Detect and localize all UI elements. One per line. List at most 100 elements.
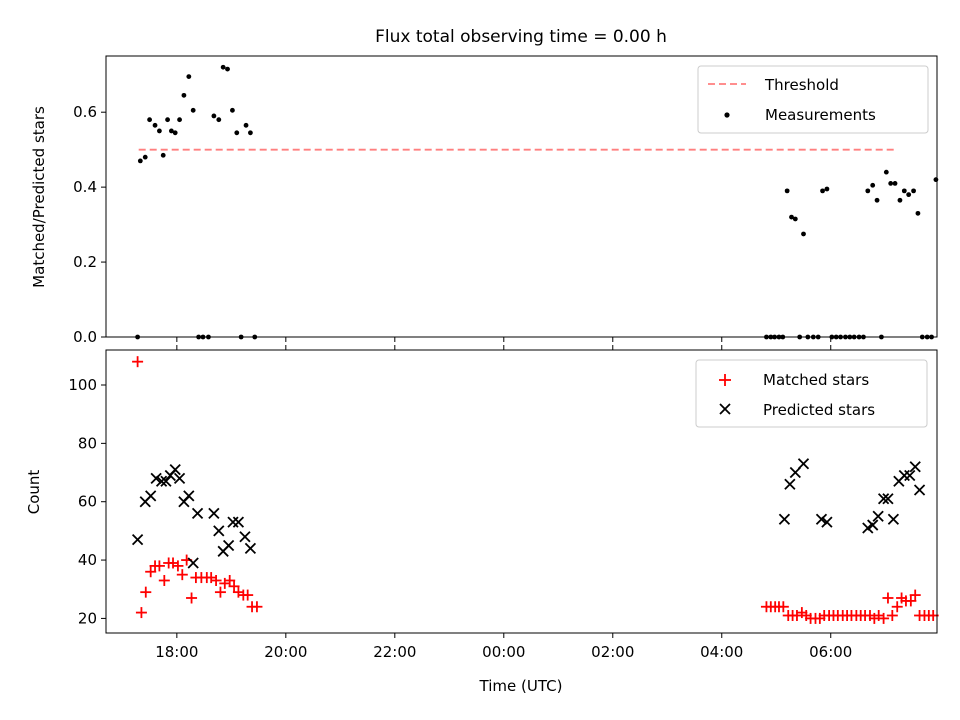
measurement-point <box>165 117 170 123</box>
measurement-point <box>186 74 192 80</box>
measurement-point <box>897 197 903 203</box>
predicted-star-point <box>131 534 144 546</box>
top-y-tick-label: 0.0 <box>73 328 97 346</box>
measurement-point <box>230 107 235 113</box>
predicted-star-point <box>887 513 900 525</box>
matched-star-point <box>228 580 240 592</box>
x-tick-label: 02:00 <box>591 643 634 661</box>
predicted-star-point <box>232 516 245 528</box>
legend-predicted-label: Predicted stars <box>763 401 875 419</box>
x-axis-label: Time (UTC) <box>479 677 563 695</box>
matched-star-point <box>135 607 147 619</box>
top-y-axis-label: Matched/Predicted stars <box>30 106 48 288</box>
x-tick-label: 20:00 <box>264 643 307 661</box>
matched-star-point <box>158 574 170 586</box>
measurement-point <box>190 107 196 113</box>
legend-measurements-label: Measurements <box>765 106 876 124</box>
top-y-tick-label: 0.6 <box>73 103 97 121</box>
measurement-point <box>142 154 148 160</box>
x-tick-label: 04:00 <box>700 643 743 661</box>
measurement-point <box>874 197 880 203</box>
matched-star-point <box>132 356 144 368</box>
legend-threshold-label: Threshold <box>764 76 839 94</box>
measurement-point <box>933 177 939 183</box>
legend-matched-label: Matched stars <box>763 371 869 389</box>
measurement-point <box>824 186 830 192</box>
predicted-star-point <box>160 475 172 487</box>
ratio-panel: 0.0 0.2 0.4 0.6 Matched/Predicted stars Thr… <box>30 55 939 346</box>
x-tick-label: 00:00 <box>482 643 525 661</box>
measurement-point <box>906 192 912 198</box>
bottom-legend: Matched stars Predicted stars <box>695 359 928 428</box>
ratio-panel-frame <box>105 55 938 338</box>
predicted-star-point <box>155 475 168 487</box>
measurement-point <box>211 113 217 119</box>
legend-predicted-swatch <box>719 403 731 415</box>
measurement-point <box>248 130 253 136</box>
matched-star-point <box>882 592 894 604</box>
predicted-star-point <box>797 458 810 470</box>
measurement-point <box>865 188 871 194</box>
matched-star-point <box>176 569 188 581</box>
measurement-point <box>168 128 174 134</box>
predicted-star-point <box>213 525 225 537</box>
measurement-point <box>784 188 790 194</box>
measurement-point <box>234 130 240 136</box>
top-legend: Threshold Measurements <box>697 65 929 134</box>
count-panel-frame <box>105 349 938 634</box>
measurement-point <box>172 130 178 136</box>
predicted-star-point <box>239 531 251 543</box>
measurement-point <box>789 214 794 220</box>
bottom-y-tick-label: 100 <box>68 376 97 394</box>
predicted-star-point <box>244 542 257 555</box>
predicted-star-point <box>872 510 884 522</box>
predicted-star-point <box>913 484 926 496</box>
predicted-star-point <box>173 472 186 485</box>
matched-star-point <box>153 560 165 572</box>
predicted-star-point <box>208 507 220 520</box>
measurement-point <box>160 152 166 158</box>
bottom-y-tick-label: 80 <box>78 434 97 452</box>
matched-star-point <box>145 566 157 578</box>
legend-matched-swatch <box>719 374 731 386</box>
measurement-point <box>883 169 889 175</box>
measurement-point <box>157 128 162 134</box>
predicted-star-point <box>789 466 801 479</box>
measurement-point <box>892 180 898 186</box>
measurement-point <box>911 188 916 194</box>
matched-star-point <box>909 589 921 601</box>
measurement-point <box>792 216 798 222</box>
predicted-star-point <box>169 463 181 476</box>
matched-star-point <box>186 592 198 604</box>
matched-star-point <box>224 574 236 586</box>
predicted-star-point <box>222 539 235 552</box>
matched-star-point <box>905 595 917 607</box>
measurement-point <box>177 117 182 123</box>
measurement-point <box>870 182 876 188</box>
x-tick-label: 22:00 <box>373 643 416 661</box>
measurement-point <box>888 180 894 186</box>
predicted-star-point <box>877 493 890 505</box>
predicted-star-point <box>150 472 162 485</box>
predicted-star-point <box>191 507 204 520</box>
x-tick-label: 18:00 <box>155 643 198 661</box>
x-tick-label: 06:00 <box>809 643 852 661</box>
legend-measurements-swatch <box>724 112 730 118</box>
matched-star-point <box>886 609 898 621</box>
measurement-point <box>181 92 187 98</box>
predicted-star-point <box>821 516 833 528</box>
measurement-point <box>220 64 226 70</box>
matched-star-point <box>891 601 903 613</box>
predicted-star-point <box>784 478 796 490</box>
count-panel: 20 40 60 80 100 18:00 20:00 22:00 00:00 02:00 04:0… <box>25 345 939 695</box>
matched-star-point <box>251 601 263 613</box>
bottom-y-axis-label: Count <box>25 470 43 515</box>
top-y-tick-label: 0.4 <box>73 178 97 196</box>
predicted-star-point <box>145 490 157 502</box>
measurement-point <box>225 66 230 72</box>
measurement-point <box>152 122 158 128</box>
matched-star-point <box>242 589 254 601</box>
predicted-star-point <box>909 461 921 473</box>
matched-star-point <box>777 601 789 613</box>
